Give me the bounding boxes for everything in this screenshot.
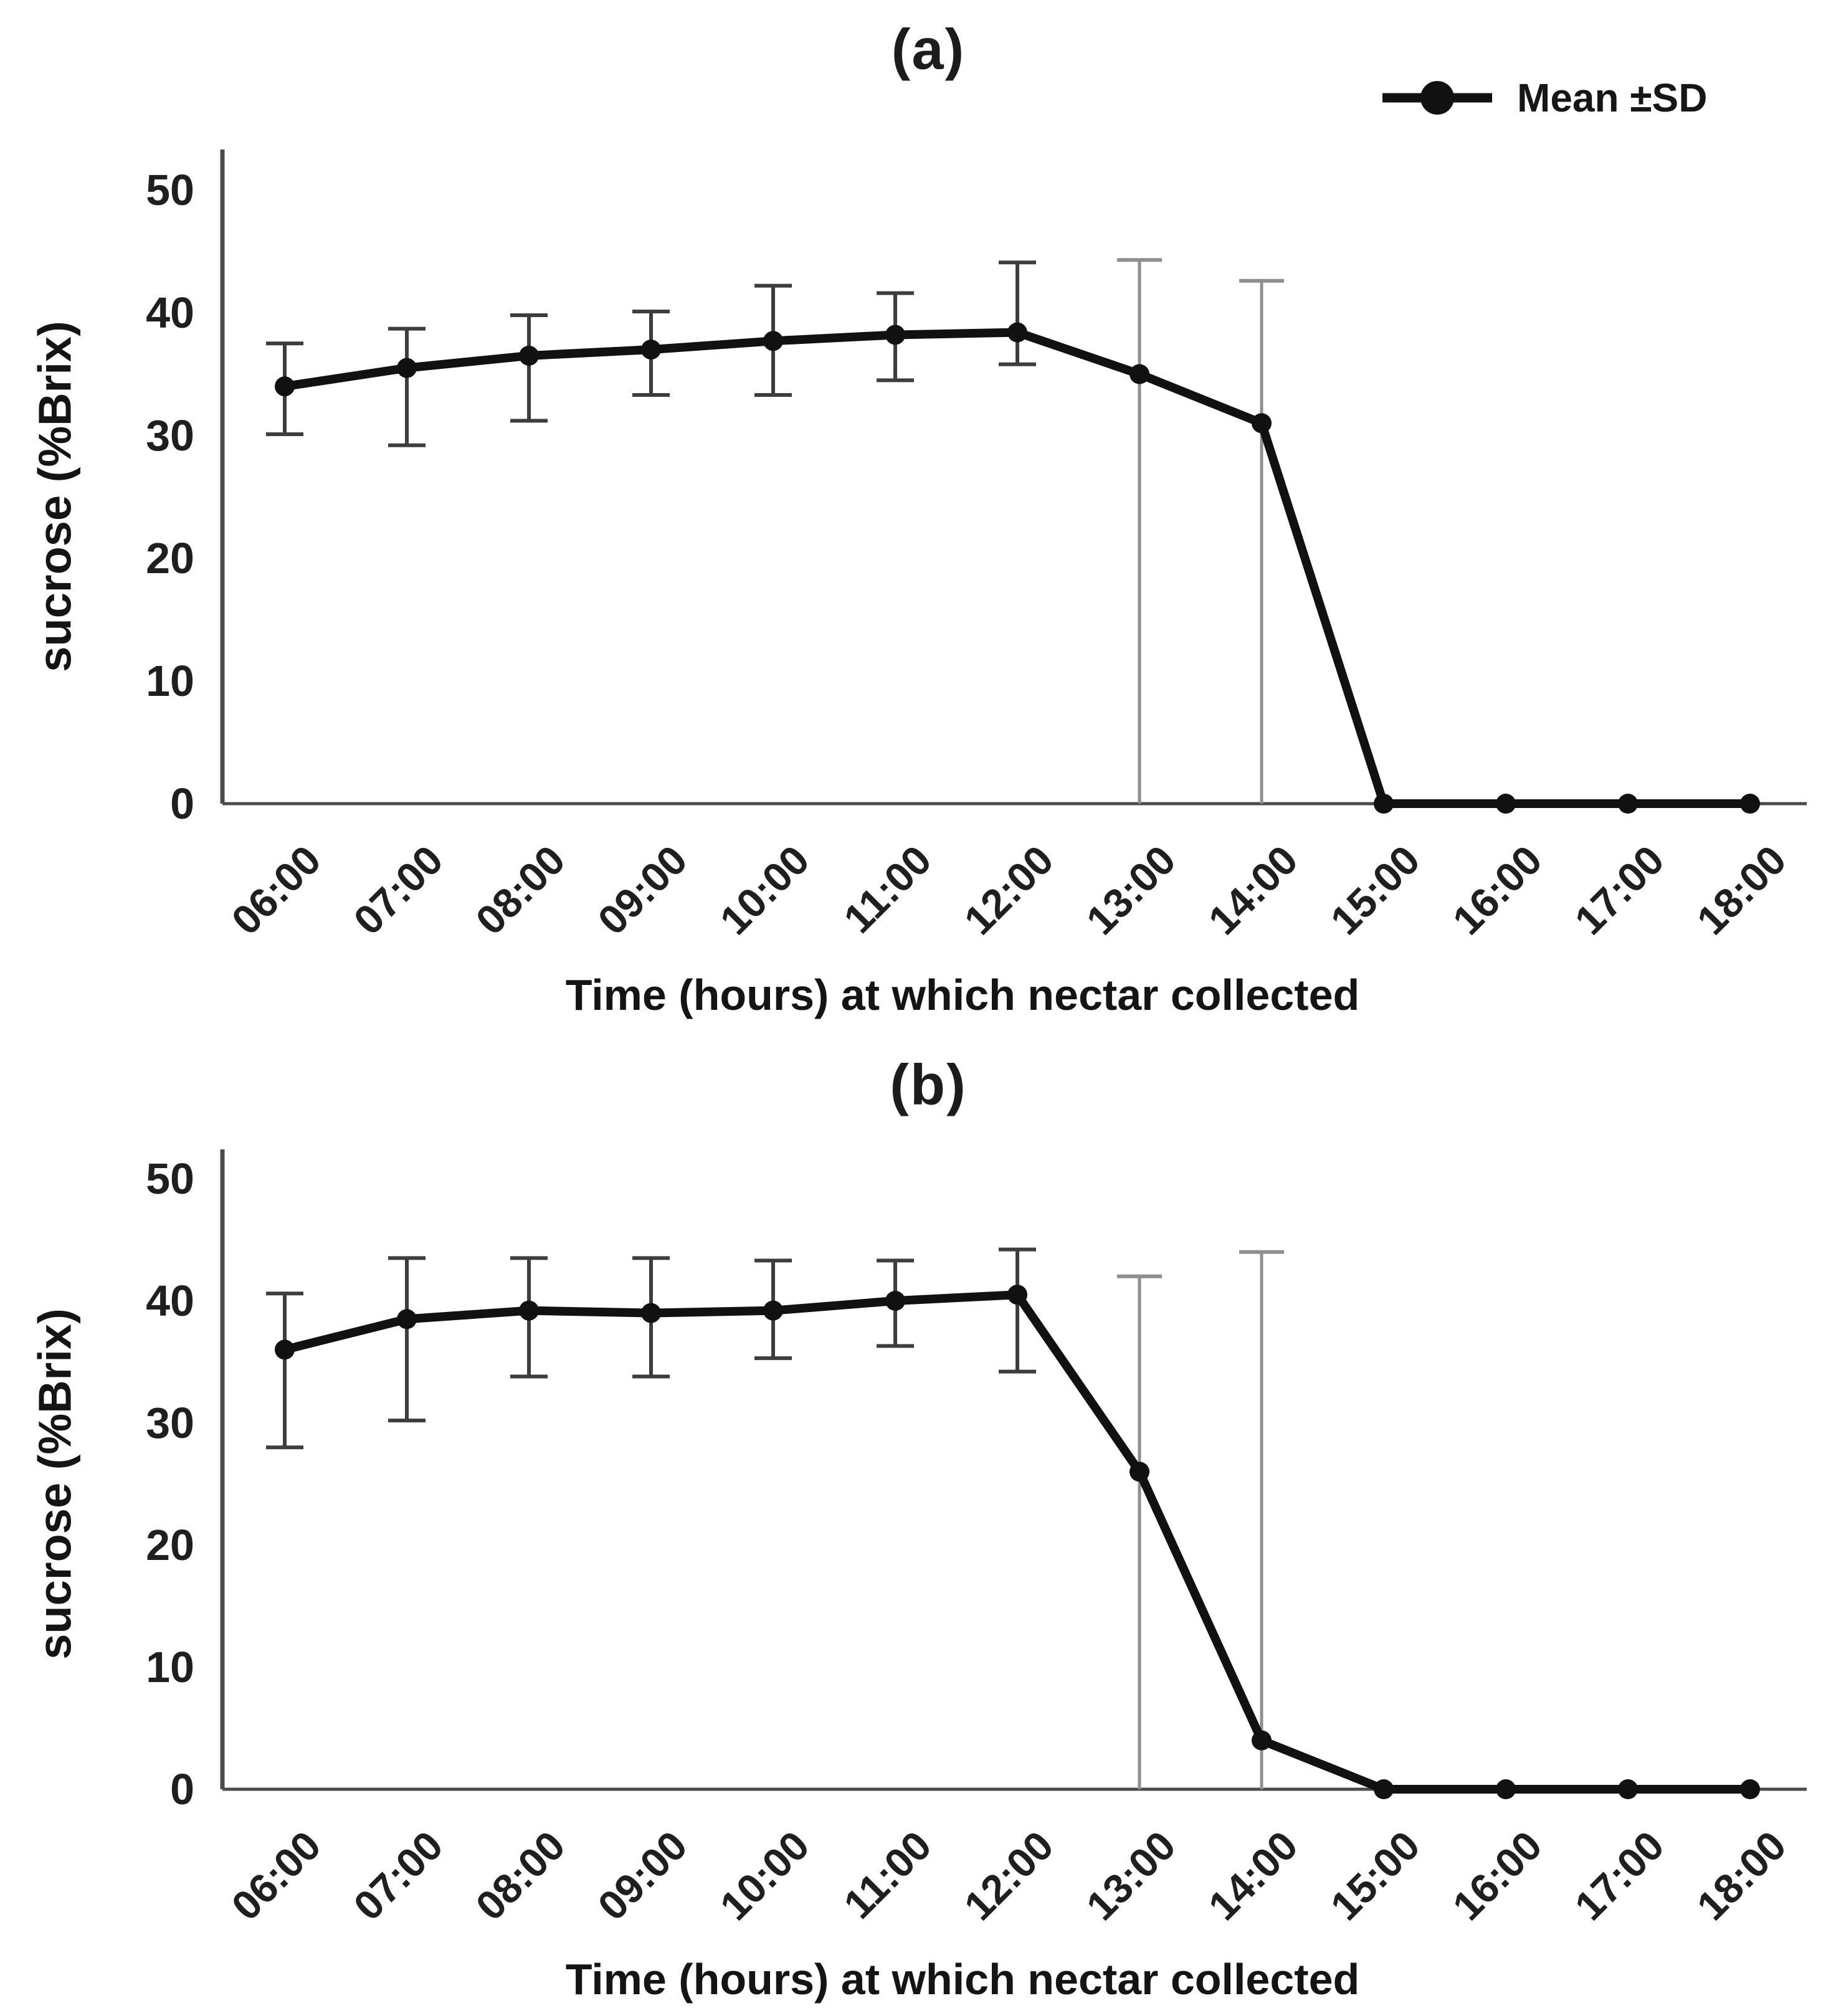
x-tick-label: 13:00 [1077,837,1184,944]
y-axis-title-b: sucrose (%Brix) [29,1308,81,1660]
y-tick-label: 10 [146,1643,194,1691]
x-tick-label: 12:00 [955,837,1062,944]
data-point-marker [1374,794,1394,814]
x-tick-label: 15:00 [1321,1822,1429,1929]
y-tick-label: 10 [146,657,194,705]
x-tick-label: 16:00 [1444,837,1551,944]
x-axis-title-b: Time (hours) at which nectar collected [565,1955,1360,2004]
legend-label: Mean ±SD [1517,75,1708,120]
mean-line [280,328,1754,808]
y-tick-label: 0 [170,1765,194,1814]
data-point-marker [1374,1779,1394,1799]
data-point-marker [1496,794,1516,814]
data-point-marker [1740,794,1760,814]
x-tick-label: 08:00 [467,837,574,944]
data-point-marker [885,325,905,345]
x-tick-label: 08:00 [467,1822,574,1929]
x-tick-label: 11:00 [835,1822,940,1928]
y-tick-label: 30 [146,1399,194,1447]
x-tick-label: 10:00 [711,837,818,944]
data-point-marker [1130,364,1149,384]
y-tick-label: 0 [170,779,194,828]
data-point-marker [641,1303,661,1323]
x-tick-label: 06:00 [222,1822,330,1929]
data-point-marker [763,331,783,351]
x-tick-label: 15:00 [1321,837,1429,944]
x-tick-label: 12:00 [955,1822,1062,1929]
data-point-marker [1007,1285,1027,1305]
data-point-marker [397,1309,417,1329]
y-tick-label: 40 [146,288,194,337]
x-tick-label: 07:00 [345,837,452,944]
data-point-marker [1496,1779,1516,1799]
x-tick-label: 09:00 [589,1822,696,1929]
x-tick-label: 06:00 [222,837,330,944]
data-point-marker [275,376,295,397]
x-tick-label: 14:00 [1199,837,1306,944]
data-point-marker [1252,1730,1272,1751]
y-tick-label: 50 [146,166,194,214]
y-tick-label: 20 [146,1521,194,1569]
data-point-marker [763,1300,783,1321]
data-point-marker [1007,322,1027,343]
data-point-marker [1740,1779,1760,1799]
y-tick-label: 40 [146,1277,194,1325]
panel-label-b: (b) [890,1053,967,1117]
x-tick-label: 11:00 [835,837,940,942]
x-tick-label: 16:00 [1444,1822,1551,1929]
x-tick-label: 17:00 [1566,837,1673,944]
y-tick-label: 30 [146,411,194,460]
y-tick-label: 50 [146,1154,194,1203]
data-point-marker [275,1339,295,1360]
data-point-marker [519,1300,539,1321]
data-point-marker [1618,794,1638,814]
y-tick-label: 20 [146,534,194,582]
legend: Mean ±SD [1380,75,1707,121]
x-tick-label: 18:00 [1688,837,1795,944]
x-tick-label: 17:00 [1566,1822,1673,1929]
x-tick-label: 13:00 [1077,1822,1184,1929]
panel-label-a: (a) [891,17,966,82]
y-axis-title-a: sucrose (%Brix) [29,321,81,672]
x-tick-label: 09:00 [589,837,696,944]
data-point-marker [1252,413,1272,434]
data-point-marker [397,358,417,378]
x-tick-label: 18:00 [1688,1822,1795,1929]
data-point-marker [641,340,661,360]
data-point-marker [519,345,539,366]
x-tick-label: 10:00 [711,1822,818,1929]
data-point-marker [1130,1462,1149,1482]
data-point-marker [1618,1779,1638,1799]
legend-marker-icon [1382,81,1492,115]
x-tick-label: 14:00 [1199,1822,1306,1929]
x-tick-label: 07:00 [345,1822,452,1929]
x-axis-title-a: Time (hours) at which nectar collected [565,971,1360,1019]
data-point-marker [885,1291,905,1311]
